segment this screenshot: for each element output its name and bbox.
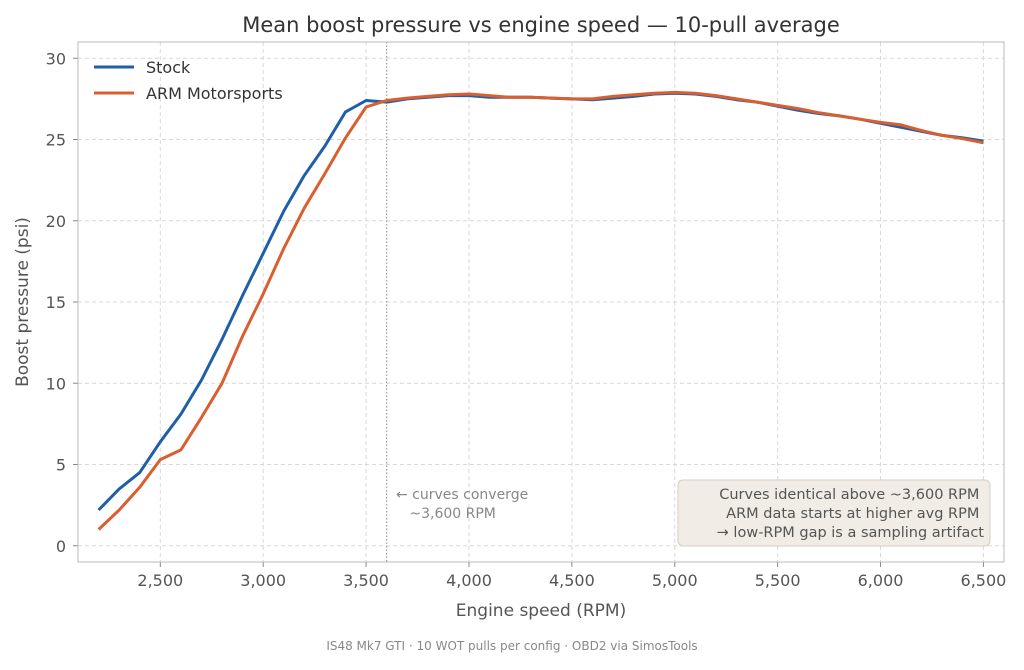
- plot-frame: [77, 41, 1005, 563]
- y-axis-label: Boost pressure (psi): [13, 217, 33, 387]
- legend: Stock ARM Motorsports: [94, 58, 283, 103]
- chart-title: Mean boost pressure vs engine speed — 10…: [242, 13, 840, 37]
- x-tick-label: 3,000: [240, 571, 286, 590]
- y-tick-label: 0: [56, 537, 66, 556]
- y-tick-label: 30: [46, 49, 66, 68]
- y-tick-label: 25: [46, 131, 66, 150]
- note-box: Curves identical above ~3,600 RPM ARM da…: [677, 479, 991, 547]
- caption: IS48 Mk7 GTI · 10 WOT pulls per config ·…: [326, 639, 697, 653]
- x-tick-label: 5,500: [755, 571, 801, 590]
- y-tick-label: 20: [46, 212, 66, 231]
- x-tick-label: 3,500: [343, 571, 389, 590]
- x-tick-label: 6,500: [961, 571, 1007, 590]
- y-tick-label: 10: [46, 374, 66, 393]
- series-line-arm: [97, 90, 984, 531]
- x-axis-label: Engine speed (RPM): [456, 601, 626, 621]
- x-tick-label: 5,000: [652, 571, 698, 590]
- x-tick-label: 6,000: [858, 571, 904, 590]
- legend-label-stock: Stock: [146, 58, 191, 77]
- x-tick-label: 4,000: [446, 571, 492, 590]
- x-tick-label: 2,500: [137, 571, 183, 590]
- legend-label-arm: ARM Motorsports: [146, 84, 283, 103]
- x-tick-label: 4,500: [549, 571, 595, 590]
- convergence-annotation: ← curves converge ~3,600 RPM: [396, 487, 533, 522]
- y-tick-label: 5: [56, 456, 66, 475]
- y-tick-label: 15: [46, 293, 66, 312]
- svg-text:Curves identical above ~3,600: Curves identical above ~3,600 RPM ARM da…: [717, 487, 985, 541]
